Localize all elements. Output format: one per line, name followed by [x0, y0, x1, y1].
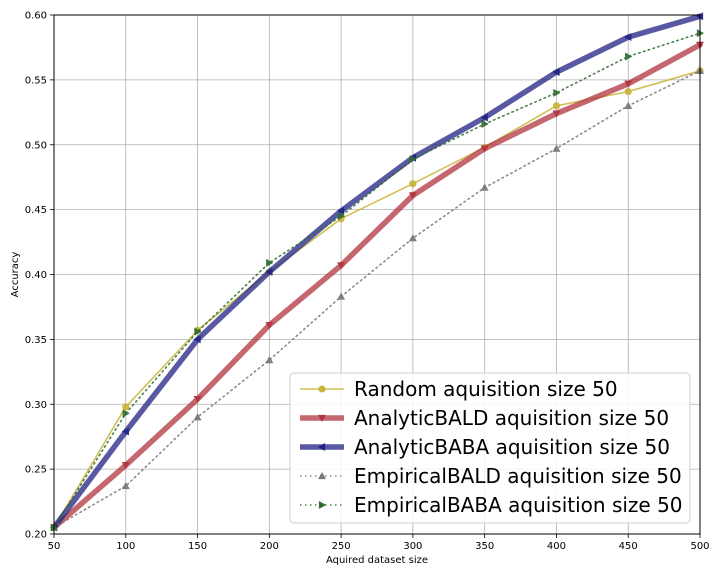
data-point-marker	[624, 101, 633, 109]
data-point-marker	[318, 500, 327, 510]
y-tick-label: 0.20	[25, 530, 47, 541]
data-point-marker	[317, 414, 327, 423]
data-point-marker	[409, 180, 417, 188]
legend-label: AnalyticBABA aquisition size 50	[354, 435, 670, 459]
data-point-marker	[317, 471, 327, 480]
x-tick-label: 50	[48, 541, 61, 552]
data-point-marker	[408, 192, 417, 200]
series-2	[49, 41, 705, 532]
data-point-marker	[193, 413, 202, 421]
x-tick-label: 300	[403, 541, 422, 552]
x-tick-label: 500	[690, 541, 709, 552]
series-5	[50, 29, 705, 532]
data-point-marker	[552, 68, 560, 77]
data-point-marker	[624, 33, 632, 42]
legend-box	[289, 372, 691, 524]
data-point-marker	[121, 481, 130, 490]
y-axis-label: Accuracy	[10, 252, 21, 298]
y-tick-label: 0.30	[25, 400, 47, 411]
data-point-marker	[408, 234, 417, 242]
data-point-marker	[337, 292, 346, 300]
data-point-marker	[409, 154, 418, 164]
y-tick-label: 0.40	[25, 270, 47, 281]
data-point-marker	[624, 87, 632, 96]
data-point-marker	[552, 110, 561, 118]
x-tick-label: 450	[619, 541, 638, 552]
series-line	[51, 42, 703, 531]
data-point-marker	[552, 102, 561, 110]
data-point-marker	[624, 80, 633, 88]
series-3	[49, 12, 704, 532]
data-point-marker	[480, 145, 489, 153]
data-point-marker	[625, 52, 633, 61]
data-point-marker	[121, 462, 130, 470]
legend: Random aquisition size 50 AnalyticBALD aq…	[289, 372, 691, 524]
data-point-marker	[194, 327, 202, 336]
series-line	[53, 32, 701, 529]
series-line	[51, 13, 703, 531]
data-point-marker	[122, 409, 130, 418]
series-line	[53, 70, 701, 529]
data-point-marker	[265, 356, 274, 364]
y-tick-label: 0.35	[25, 335, 47, 346]
data-point-marker	[122, 403, 130, 411]
x-tick-label: 400	[547, 541, 566, 552]
legend-label: EmpiricalBABA aquisition size 50	[354, 493, 683, 517]
data-point-marker	[193, 335, 201, 344]
data-point-marker	[317, 442, 326, 452]
data-point-marker	[337, 212, 346, 221]
data-point-marker	[336, 206, 345, 215]
x-tick-label: 200	[260, 541, 279, 552]
data-point-marker	[480, 183, 489, 191]
y-tick-label: 0.45	[25, 205, 47, 216]
data-point-marker	[318, 385, 326, 393]
data-point-marker	[193, 395, 202, 404]
data-point-marker	[266, 258, 274, 267]
x-axis-label: Aquired dataset size	[326, 555, 428, 566]
legend-label: Random aquisition size 50	[354, 377, 618, 401]
x-tick-label: 250	[332, 541, 351, 552]
data-point-marker	[265, 321, 274, 330]
x-tick-label: 150	[188, 541, 207, 552]
legend-label: AnalyticBALD aquisition size 50	[354, 406, 669, 430]
data-point-marker	[265, 267, 273, 276]
data-point-marker	[481, 119, 489, 129]
y-tick-label: 0.50	[25, 140, 47, 151]
legend-label: EmpiricalBALD aquisition size 50	[354, 464, 682, 488]
ticks: 50 100 150 200 250 300 350 400 450 500 0.20 0.25 0.3…	[25, 11, 710, 553]
data-point-marker	[553, 88, 561, 97]
data-point-marker	[121, 427, 129, 436]
y-tick-label: 0.60	[25, 11, 47, 22]
x-tick-label: 100	[116, 541, 135, 552]
y-tick-label: 0.55	[25, 75, 47, 86]
data-point-marker	[480, 113, 488, 122]
data-point-marker	[337, 262, 346, 270]
x-tick-label: 350	[475, 541, 494, 552]
series-layer	[49, 12, 705, 532]
data-point-marker	[552, 144, 561, 152]
y-tick-label: 0.25	[25, 465, 47, 476]
